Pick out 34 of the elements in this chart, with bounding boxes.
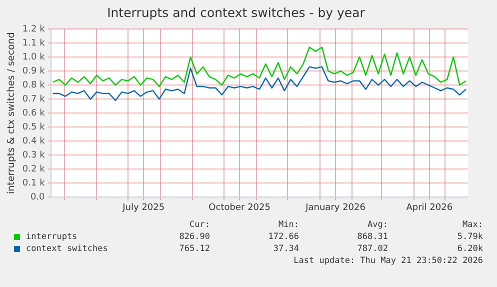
y-tick-label: 0.8 k <box>22 80 46 90</box>
x-tick-label: October 2025 <box>208 202 270 213</box>
y-tick-label: 0.5 k <box>22 122 46 132</box>
text: 6.20k <box>456 244 483 254</box>
y-tick-label: 0.9 k <box>22 66 46 76</box>
y-tick-label: 0.1 k <box>22 178 46 189</box>
y-tick-label: 0.4 k <box>22 136 46 146</box>
text: Cur: <box>188 220 210 230</box>
text: 172.66 <box>267 232 299 242</box>
x-tick-label: January 2026 <box>304 202 366 213</box>
y-tick-label: 0.2 k <box>22 164 46 175</box>
text: Max: <box>462 220 483 230</box>
text: 868.31 <box>356 232 388 242</box>
y-tick-label: 0.7 k <box>22 94 46 104</box>
text: Last update: Thu May 21 23:50:22 2026 <box>292 256 484 268</box>
x-tick-label: July 2025 <box>122 202 165 213</box>
chart-title: Interrupts and context switches - by year <box>107 4 366 20</box>
y-tick-label: 1.1 k <box>22 38 46 48</box>
text: 787.02 <box>356 244 388 254</box>
y-tick-label: 0.6 k <box>22 108 46 118</box>
y-tick-label: 1.2 k <box>22 24 46 34</box>
y-tick-label: 0.0 <box>30 192 46 203</box>
legend-label: context switches <box>26 244 108 254</box>
y-tick-label: 0.3 k <box>22 150 46 160</box>
y-tick-label: 1.0 k <box>22 52 46 62</box>
text: 37.34 <box>272 244 299 254</box>
text: Avg: <box>366 220 388 230</box>
text: 826.90 <box>178 232 210 242</box>
text: 765.12 <box>178 244 210 254</box>
x-tick-label: April 2026 <box>406 202 453 213</box>
text: Min: <box>278 220 299 230</box>
legend-label: interrupts <box>26 232 78 242</box>
text: 5.79k <box>456 232 483 242</box>
y-axis-title: interrupts & ctx switches / second <box>6 32 18 194</box>
